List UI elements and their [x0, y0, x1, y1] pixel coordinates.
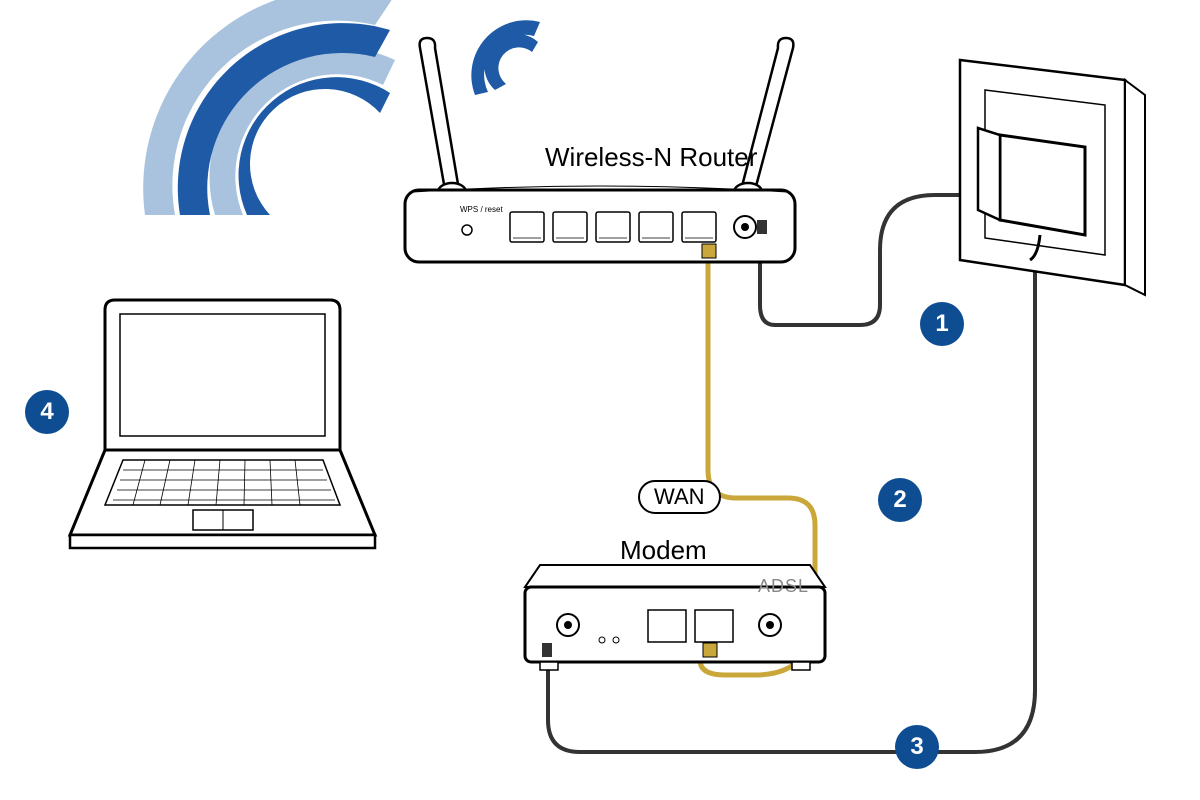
modem-adsl-label: ADSL — [758, 576, 809, 597]
step-badge-4: 4 — [25, 390, 69, 434]
router-label: Wireless-N Router — [545, 142, 757, 173]
step-badge-2: 2 — [878, 478, 922, 522]
step-badge-3: 3 — [895, 725, 939, 769]
step-badge-1: 1 — [920, 302, 964, 346]
diagram-canvas: WPS / reset — [0, 0, 1200, 800]
modem-icon — [0, 0, 1200, 800]
wan-port-label: WAN — [638, 480, 721, 514]
modem-label: Modem — [620, 535, 707, 566]
